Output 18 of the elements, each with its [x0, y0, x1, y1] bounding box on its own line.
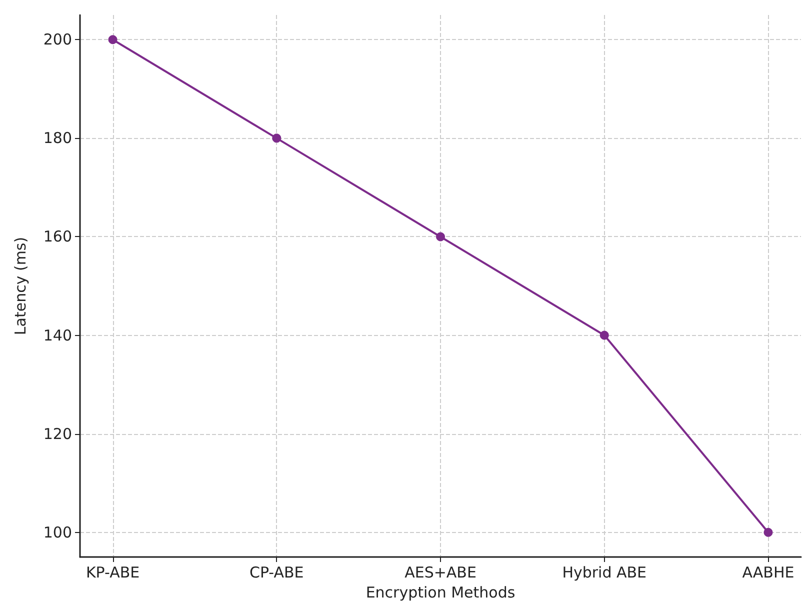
point [272, 134, 282, 143]
x-tick-label: AABHE [742, 564, 794, 582]
x-axis-title: Encryption Methods [366, 584, 516, 602]
y-tick-label: 100 [43, 523, 72, 542]
point [108, 35, 118, 44]
point [600, 330, 609, 340]
point [436, 232, 445, 242]
y-tick-label: 160 [43, 228, 72, 246]
point [764, 528, 773, 537]
x-tick-label: Hybrid ABE [562, 564, 647, 582]
x-tick-label: KP-ABE [86, 564, 140, 582]
y-tick-label: 140 [43, 326, 72, 344]
y-tick-label: 200 [43, 30, 72, 49]
x-tick-label: CP-ABE [249, 564, 304, 582]
x-tick-label: AES+ABE [404, 564, 476, 582]
y-tick-label: 120 [43, 424, 72, 443]
y-tick-label: 180 [43, 129, 72, 148]
y-axis-title: Latency (ms) [12, 236, 30, 336]
